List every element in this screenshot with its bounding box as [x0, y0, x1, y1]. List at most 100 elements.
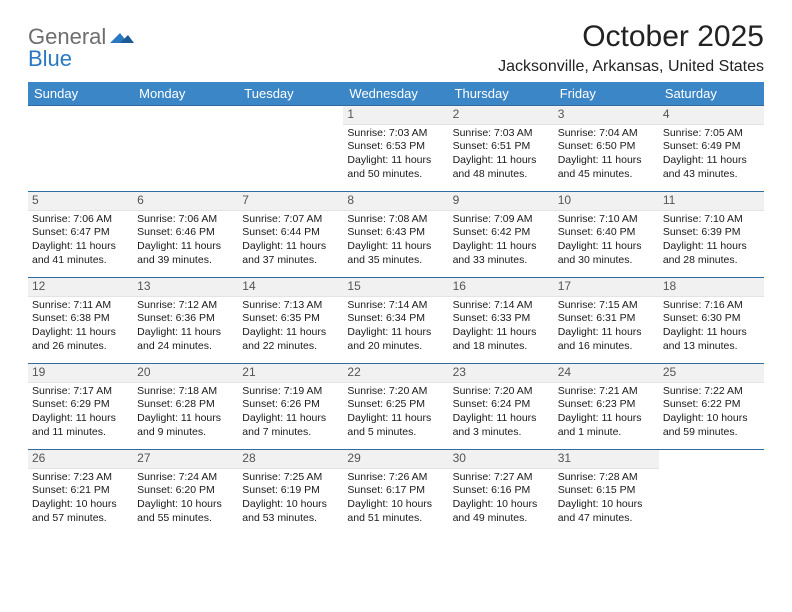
daylight-line: Daylight: 11 hours and 11 minutes.	[32, 412, 129, 439]
day-number: 26	[28, 450, 133, 469]
calendar-week-row: 12Sunrise: 7:11 AMSunset: 6:38 PMDayligh…	[28, 278, 764, 364]
sunrise-line: Sunrise: 7:11 AM	[32, 299, 129, 313]
day-detail: Sunrise: 7:21 AMSunset: 6:23 PMDaylight:…	[558, 385, 655, 440]
day-number: 23	[449, 364, 554, 383]
calendar-day-cell	[659, 450, 764, 536]
sunrise-line: Sunrise: 7:13 AM	[242, 299, 339, 313]
sunrise-line: Sunrise: 7:26 AM	[347, 471, 444, 485]
daylight-line: Daylight: 11 hours and 37 minutes.	[242, 240, 339, 267]
day-number: 27	[133, 450, 238, 469]
sunset-line: Sunset: 6:44 PM	[242, 226, 339, 240]
day-detail: Sunrise: 7:17 AMSunset: 6:29 PMDaylight:…	[32, 385, 129, 440]
day-number: 15	[343, 278, 448, 297]
day-detail: Sunrise: 7:28 AMSunset: 6:15 PMDaylight:…	[558, 471, 655, 526]
calendar-day-cell: 17Sunrise: 7:15 AMSunset: 6:31 PMDayligh…	[554, 278, 659, 364]
day-detail: Sunrise: 7:24 AMSunset: 6:20 PMDaylight:…	[137, 471, 234, 526]
calendar-week-row: 19Sunrise: 7:17 AMSunset: 6:29 PMDayligh…	[28, 364, 764, 450]
day-number: 14	[238, 278, 343, 297]
daylight-line: Daylight: 10 hours and 47 minutes.	[558, 498, 655, 525]
sunrise-line: Sunrise: 7:24 AM	[137, 471, 234, 485]
calendar-day-cell: 22 Sunrise: 7:20 AMSunset: 6:25 PMDayligh…	[343, 364, 448, 450]
day-number: 7	[238, 192, 343, 211]
daylight-line: Daylight: 10 hours and 49 minutes.	[453, 498, 550, 525]
calendar-day-cell: 13 Sunrise: 7:12 AMSunset: 6:36 PMDayligh…	[133, 278, 238, 364]
sunrise-line: Sunrise: 7:03 AM	[347, 127, 444, 141]
sunrise-line: Sunrise: 7:15 AM	[558, 299, 655, 313]
day-names-row: SundayMondayTuesdayWednesdayThursdayFrid…	[28, 82, 764, 106]
calendar-day-cell: 12Sunrise: 7:11 AMSunset: 6:38 PMDayligh…	[28, 278, 133, 364]
calendar-day-cell: 5Sunrise: 7:06 AMSunset: 6:47 PMDaylight…	[28, 192, 133, 278]
day-header: Thursday	[449, 82, 554, 106]
calendar-day-cell	[28, 106, 133, 192]
day-detail: Sunrise: 7:19 AMSunset: 6:26 PMDaylight:…	[242, 385, 339, 440]
sunset-line: Sunset: 6:26 PM	[242, 398, 339, 412]
logo-mark-icon	[110, 30, 134, 44]
day-detail: Sunrise: 7:10 AMSunset: 6:39 PMDaylight:…	[663, 213, 760, 268]
calendar-body: 1Sunrise: 7:03 AMSunset: 6:53 PMDaylight…	[28, 106, 764, 536]
daylight-line: Daylight: 10 hours and 51 minutes.	[347, 498, 444, 525]
sunset-line: Sunset: 6:33 PM	[453, 312, 550, 326]
day-number: 25	[659, 364, 764, 383]
sunrise-line: Sunrise: 7:16 AM	[663, 299, 760, 313]
day-number: 10	[554, 192, 659, 211]
day-header: Friday	[554, 82, 659, 106]
sunset-line: Sunset: 6:29 PM	[32, 398, 129, 412]
daylight-line: Daylight: 11 hours and 30 minutes.	[558, 240, 655, 267]
sunrise-line: Sunrise: 7:09 AM	[453, 213, 550, 227]
sunrise-line: Sunrise: 7:27 AM	[453, 471, 550, 485]
calendar-day-cell: 23Sunrise: 7:20 AMSunset: 6:24 PMDayligh…	[449, 364, 554, 450]
sunset-line: Sunset: 6:40 PM	[558, 226, 655, 240]
calendar-week-row: 26 Sunrise: 7:23 AMSunset: 6:21 PMDayligh…	[28, 450, 764, 536]
daylight-line: Daylight: 11 hours and 35 minutes.	[347, 240, 444, 267]
day-number: 20	[133, 364, 238, 383]
calendar-day-cell: 18Sunrise: 7:16 AMSunset: 6:30 PMDayligh…	[659, 278, 764, 364]
sunset-line: Sunset: 6:30 PM	[663, 312, 760, 326]
sunset-line: Sunset: 6:24 PM	[453, 398, 550, 412]
day-detail: Sunrise: 7:14 AMSunset: 6:34 PMDaylight:…	[347, 299, 444, 354]
calendar-day-cell: 6Sunrise: 7:06 AMSunset: 6:46 PMDaylight…	[133, 192, 238, 278]
daylight-line: Daylight: 11 hours and 5 minutes.	[347, 412, 444, 439]
daylight-line: Daylight: 11 hours and 13 minutes.	[663, 326, 760, 353]
calendar-day-cell: 25Sunrise: 7:22 AMSunset: 6:22 PMDayligh…	[659, 364, 764, 450]
sunrise-line: Sunrise: 7:07 AM	[242, 213, 339, 227]
calendar-day-cell: 10Sunrise: 7:10 AMSunset: 6:40 PMDayligh…	[554, 192, 659, 278]
sunrise-line: Sunrise: 7:17 AM	[32, 385, 129, 399]
daylight-line: Daylight: 11 hours and 22 minutes.	[242, 326, 339, 353]
daylight-line: Daylight: 11 hours and 7 minutes.	[242, 412, 339, 439]
day-detail: Sunrise: 7:12 AMSunset: 6:36 PMDaylight:…	[137, 299, 234, 354]
daylight-line: Daylight: 11 hours and 24 minutes.	[137, 326, 234, 353]
day-number: 22	[343, 364, 448, 383]
daylight-line: Daylight: 11 hours and 48 minutes.	[453, 154, 550, 181]
day-number: 13	[133, 278, 238, 297]
day-number: 3	[554, 106, 659, 125]
day-detail: Sunrise: 7:23 AMSunset: 6:21 PMDaylight:…	[32, 471, 129, 526]
day-detail: Sunrise: 7:25 AMSunset: 6:19 PMDaylight:…	[242, 471, 339, 526]
title-block: October 2025 Jacksonville, Arkansas, Uni…	[498, 20, 764, 76]
calendar-day-cell: 28Sunrise: 7:25 AMSunset: 6:19 PMDayligh…	[238, 450, 343, 536]
daylight-line: Daylight: 11 hours and 50 minutes.	[347, 154, 444, 181]
day-detail: Sunrise: 7:20 AMSunset: 6:25 PMDaylight:…	[347, 385, 444, 440]
daylight-line: Daylight: 11 hours and 41 minutes.	[32, 240, 129, 267]
calendar-page: General Blue October 2025 Jacksonville, …	[0, 0, 792, 536]
daylight-line: Daylight: 11 hours and 16 minutes.	[558, 326, 655, 353]
day-number: 16	[449, 278, 554, 297]
calendar-day-cell: 4Sunrise: 7:05 AMSunset: 6:49 PMDaylight…	[659, 106, 764, 192]
sunrise-line: Sunrise: 7:12 AM	[137, 299, 234, 313]
sunrise-line: Sunrise: 7:14 AM	[453, 299, 550, 313]
day-number: 24	[554, 364, 659, 383]
day-detail: Sunrise: 7:04 AMSunset: 6:50 PMDaylight:…	[558, 127, 655, 182]
sunrise-line: Sunrise: 7:04 AM	[558, 127, 655, 141]
daylight-line: Daylight: 11 hours and 28 minutes.	[663, 240, 760, 267]
day-detail: Sunrise: 7:08 AMSunset: 6:43 PMDaylight:…	[347, 213, 444, 268]
day-number: 9	[449, 192, 554, 211]
day-detail: Sunrise: 7:27 AMSunset: 6:16 PMDaylight:…	[453, 471, 550, 526]
daylight-line: Daylight: 10 hours and 53 minutes.	[242, 498, 339, 525]
sunset-line: Sunset: 6:53 PM	[347, 140, 444, 154]
sunrise-line: Sunrise: 7:08 AM	[347, 213, 444, 227]
day-detail: Sunrise: 7:03 AMSunset: 6:53 PMDaylight:…	[347, 127, 444, 182]
day-number: 11	[659, 192, 764, 211]
sunrise-line: Sunrise: 7:20 AM	[347, 385, 444, 399]
sunset-line: Sunset: 6:46 PM	[137, 226, 234, 240]
sunset-line: Sunset: 6:25 PM	[347, 398, 444, 412]
daylight-line: Daylight: 11 hours and 9 minutes.	[137, 412, 234, 439]
